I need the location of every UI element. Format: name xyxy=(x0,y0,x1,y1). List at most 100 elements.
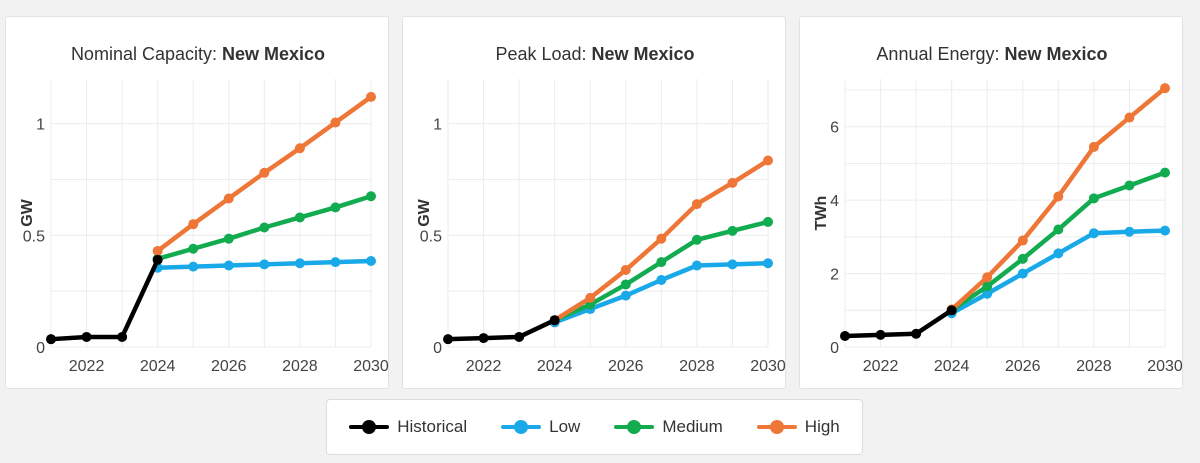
data-point-high[interactable] xyxy=(691,199,702,210)
legend-label-historical: Historical xyxy=(397,417,468,436)
data-point-medium[interactable] xyxy=(1124,180,1135,191)
data-point-low[interactable] xyxy=(330,257,341,268)
data-point-high[interactable] xyxy=(1088,141,1099,152)
legend-swatch-high xyxy=(756,420,797,434)
legend-item-historical[interactable]: Historical xyxy=(349,417,467,437)
data-point-low[interactable] xyxy=(259,259,270,270)
data-point-historical[interactable] xyxy=(117,331,128,342)
chart-peak-load: Peak Load: New Mexico 0 0.5 1 2022 2024 2026 20… xyxy=(416,44,786,375)
y-tick-label: 2 xyxy=(830,267,839,284)
data-point-low[interactable] xyxy=(763,258,773,269)
data-point-historical[interactable] xyxy=(478,333,489,344)
chart-title-region: New Mexico xyxy=(592,44,695,64)
data-point-low[interactable] xyxy=(1088,228,1099,239)
data-point-high[interactable] xyxy=(223,193,234,204)
x-tick-label: 2028 xyxy=(282,358,318,375)
chart-title-prefix: Nominal Capacity: xyxy=(71,44,222,64)
data-point-low[interactable] xyxy=(223,260,234,271)
data-point-low[interactable] xyxy=(366,256,376,267)
legend-item-low[interactable]: Low xyxy=(501,417,580,437)
chart-nominal-capacity: Nominal Capacity: New Mexico 0 0.5 1 2022 202… xyxy=(19,44,389,375)
series-line-historical xyxy=(445,317,557,342)
y-tick-label: 0 xyxy=(433,340,442,357)
data-point-medium[interactable] xyxy=(1053,224,1064,235)
chart-card-peak-load: Peak Load: New Mexico 0 0.5 1 2022 2024 2026 20… xyxy=(402,16,786,389)
data-point-high[interactable] xyxy=(366,91,376,102)
data-point-high[interactable] xyxy=(188,219,199,230)
chart-legend: Historical Low Medium High xyxy=(326,399,863,455)
chart-title: Annual Energy: New Mexico xyxy=(876,44,1107,64)
y-axis-label: GW xyxy=(416,198,433,226)
data-point-low[interactable] xyxy=(188,261,199,272)
data-point-medium[interactable] xyxy=(656,257,667,268)
data-point-medium[interactable] xyxy=(330,202,341,213)
data-point-low[interactable] xyxy=(727,259,738,270)
data-point-historical[interactable] xyxy=(549,315,560,326)
y-tick-label: 4 xyxy=(830,193,839,210)
legend-swatch-historical xyxy=(349,420,390,434)
data-point-high[interactable] xyxy=(1017,235,1028,246)
data-point-high[interactable] xyxy=(727,177,738,188)
data-point-medium[interactable] xyxy=(294,212,305,223)
data-point-medium[interactable] xyxy=(1017,253,1028,264)
data-point-high[interactable] xyxy=(1160,83,1170,94)
data-point-high[interactable] xyxy=(656,233,667,244)
chart-title-prefix: Peak Load: xyxy=(495,44,591,64)
data-point-high[interactable] xyxy=(152,245,163,256)
data-point-low[interactable] xyxy=(1017,268,1028,279)
x-tick-label: 2024 xyxy=(934,358,970,375)
data-point-high[interactable] xyxy=(259,167,270,178)
data-point-low[interactable] xyxy=(1124,226,1135,237)
y-tick-label: 0.5 xyxy=(420,228,442,245)
data-point-low[interactable] xyxy=(294,258,305,269)
data-point-high[interactable] xyxy=(330,117,341,128)
chart-title-region: New Mexico xyxy=(222,44,325,64)
chart-annual-energy: Annual Energy: New Mexico 0 2 4 6 2022 2024 202… xyxy=(813,44,1183,375)
data-point-low[interactable] xyxy=(1053,248,1064,259)
data-point-historical[interactable] xyxy=(46,334,56,345)
data-point-historical[interactable] xyxy=(840,330,850,341)
data-point-medium[interactable] xyxy=(982,281,993,292)
y-tick-label: 0.5 xyxy=(23,228,45,245)
legend-label-low: Low xyxy=(549,417,581,436)
data-point-medium[interactable] xyxy=(763,216,773,227)
legend-label-medium: Medium xyxy=(662,417,723,436)
chart-title-region: New Mexico xyxy=(1005,44,1108,64)
legend-item-medium[interactable]: Medium xyxy=(614,417,723,437)
data-point-low[interactable] xyxy=(982,288,993,299)
y-tick-label: 1 xyxy=(433,117,442,134)
legend-item-high[interactable]: High xyxy=(756,417,840,437)
data-point-high[interactable] xyxy=(763,155,773,166)
data-point-low[interactable] xyxy=(620,290,631,301)
data-point-historical[interactable] xyxy=(911,328,922,339)
data-point-medium[interactable] xyxy=(691,234,702,245)
series-line-historical xyxy=(842,308,954,339)
data-point-medium[interactable] xyxy=(223,233,234,244)
data-point-medium[interactable] xyxy=(259,222,270,233)
data-point-high[interactable] xyxy=(585,292,596,303)
x-tick-label: 2030 xyxy=(1147,358,1183,375)
x-tick-label: 2026 xyxy=(1005,358,1041,375)
data-point-historical[interactable] xyxy=(946,305,957,316)
data-point-medium[interactable] xyxy=(366,191,376,202)
data-point-low[interactable] xyxy=(1160,225,1170,236)
data-point-historical[interactable] xyxy=(443,334,453,345)
data-point-medium[interactable] xyxy=(1088,193,1099,204)
data-point-historical[interactable] xyxy=(152,254,163,265)
data-point-historical[interactable] xyxy=(514,331,525,342)
data-point-high[interactable] xyxy=(982,272,993,283)
data-point-historical[interactable] xyxy=(81,331,92,342)
data-point-historical[interactable] xyxy=(875,329,886,340)
data-point-low[interactable] xyxy=(691,260,702,271)
data-point-low[interactable] xyxy=(656,275,667,285)
data-point-medium[interactable] xyxy=(727,225,738,236)
data-point-medium[interactable] xyxy=(620,279,631,290)
data-point-high[interactable] xyxy=(1053,191,1064,202)
data-point-high[interactable] xyxy=(620,264,631,275)
data-point-medium[interactable] xyxy=(188,243,199,254)
y-tick-label: 1 xyxy=(36,117,45,134)
data-point-high[interactable] xyxy=(294,143,305,154)
data-point-high[interactable] xyxy=(1124,112,1135,123)
x-tick-label: 2022 xyxy=(863,358,899,375)
data-point-medium[interactable] xyxy=(1160,167,1170,178)
